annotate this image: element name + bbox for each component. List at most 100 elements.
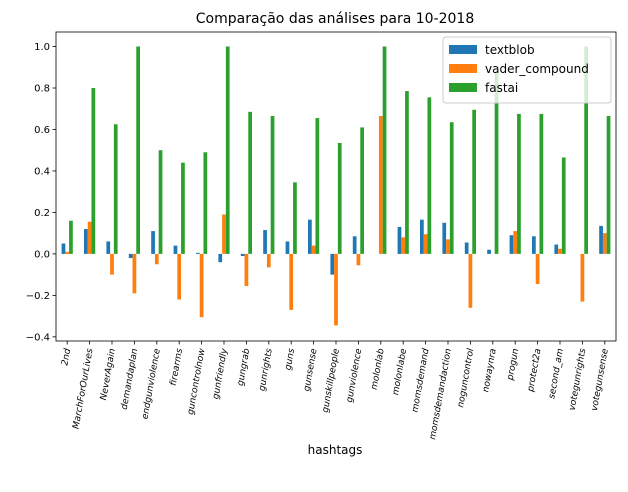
bar-fastai-gunsense <box>315 118 320 254</box>
bar-fastai-nowaynra <box>494 72 499 254</box>
bar-fastai-progun <box>517 113 521 254</box>
legend-box <box>442 36 612 104</box>
x-tick-label-votegunsense: votegunsense <box>590 347 611 411</box>
bar-fastai-2nd <box>69 220 73 254</box>
x-tick-label-second_am: second_am <box>547 348 566 400</box>
bar-fastai-momsdemand <box>427 97 432 254</box>
bar-vader_compound-gungrab <box>244 253 249 287</box>
bar-fastai-molonlab <box>382 46 387 254</box>
y-tick-label: −0.4 <box>26 332 50 343</box>
bar-textblob-noguncontrol <box>464 242 469 254</box>
x-tick-label-2nd: 2nd <box>60 348 73 367</box>
bar-fastai-gunrights <box>270 115 275 254</box>
bar-fastai-gunviolence <box>360 127 364 254</box>
bar-textblob-NeverAgain <box>106 241 111 254</box>
bar-fastai-second_am <box>561 157 566 254</box>
x-tick-label-gunviolence: gunviolence <box>345 347 364 403</box>
bar-textblob-gunsense <box>308 219 312 254</box>
bar-fastai-MarchForOurLives <box>91 87 96 254</box>
bar-vader_compound-endgunviolence <box>154 253 159 265</box>
bar-fastai-guncontrolnow <box>203 152 208 254</box>
bar-fastai-votegunsense <box>606 115 611 254</box>
x-tick-label-gunrights: gunrights <box>257 347 274 391</box>
bar-vader_compound-gunfriendly <box>222 214 226 254</box>
y-axis: −0.4 −0.2 0.0 0.2 0.4 0.6 0.8 1.0 <box>26 42 56 343</box>
bar-vader_compound-gunskillpeople <box>334 253 338 326</box>
bar-vader_compound-guncontrolnow <box>199 253 204 318</box>
bar-fastai-momsdemandaction <box>449 122 454 254</box>
bar-vader_compound-second_am <box>558 248 562 254</box>
bar-fastai-votegunrights <box>584 46 588 254</box>
bar-vader_compound-momsdemandaction <box>446 239 450 254</box>
x-tick-label-progun: progun <box>506 347 522 382</box>
bar-textblob-gunskillpeople <box>330 253 335 275</box>
bar-fastai-noguncontrol <box>472 109 476 254</box>
bar-vader_compound-firearms <box>177 253 182 300</box>
bar-textblob-votegunsense <box>599 225 603 254</box>
x-tick-label-gunsense: gunsense <box>302 347 319 392</box>
x-tick-label-protect2a: protect2a <box>526 348 544 394</box>
bar-vader_compound-momsdemand <box>423 234 428 254</box>
bar-fastai-molonlabe <box>405 91 409 254</box>
bar-vader_compound-molonlabe <box>401 237 406 254</box>
x-tick-label-guncontrolnow: guncontrolnow <box>186 347 208 415</box>
bar-vader_compound-NeverAgain <box>110 253 114 275</box>
bar-vader_compound-noguncontrol <box>468 253 473 308</box>
y-tick-label: 0.0 <box>34 249 50 260</box>
x-tick-label-NeverAgain: NeverAgain <box>99 348 118 402</box>
legend-label-fastai: fastai <box>485 81 518 95</box>
bar-vader_compound-votegunrights <box>580 253 585 302</box>
x-tick-label-firearms: firearms <box>169 347 185 386</box>
bar-vader_compound-2nd <box>65 251 70 254</box>
bar-textblob-momsdemandaction <box>442 222 447 254</box>
bar-vader_compound-molonlab <box>378 115 383 254</box>
x-axis-label: hashtags <box>308 443 363 457</box>
y-tick-label: 0.6 <box>34 125 50 136</box>
x-tick-label-gungrab: gungrab <box>236 348 252 387</box>
x-tick-label-demandaplan: demandaplan <box>120 348 141 411</box>
x-tick-label-momsdemandaction: momsdemandaction <box>428 348 454 441</box>
y-tick-label: 0.4 <box>34 166 50 177</box>
x-tick-label-molonlab: molonlab <box>370 348 387 391</box>
x-tick-label-MarchForOurLives: MarchForOurLives <box>72 347 96 429</box>
bar-textblob-gunviolence <box>352 236 357 254</box>
chart-title: Comparação das análises para 10-2018 <box>196 11 475 27</box>
bar-vader_compound-gunsense <box>311 245 316 254</box>
bar-vader_compound-votegunsense <box>602 233 607 254</box>
bar-textblob-progun <box>509 235 514 254</box>
x-tick-label-endgunviolence: endgunviolence <box>140 347 162 420</box>
bar-vader_compound-protect2a <box>535 253 540 284</box>
bar-fastai-guns <box>293 182 297 254</box>
x-tick-label-molonlabe: molonlabe <box>391 347 409 396</box>
legend-swatch-textblob <box>449 45 477 54</box>
y-tick-label: −0.2 <box>26 291 50 302</box>
x-tick-label-guns: guns <box>284 347 298 371</box>
x-tick-label-noguncontrol: noguncontrol <box>456 347 476 408</box>
y-tick-label: 0.2 <box>34 208 50 219</box>
bar-vader_compound-demandaplan <box>132 253 137 294</box>
bar-fastai-endgunviolence <box>158 150 163 254</box>
legend-swatch-fastai <box>449 83 477 92</box>
bar-fastai-gunfriendly <box>225 46 230 254</box>
legend-swatch-vader_compound <box>449 64 477 73</box>
bar-textblob-protect2a <box>532 236 536 254</box>
bar-vader_compound-gunrights <box>266 253 271 268</box>
legend-label-vader_compound: vader_compound <box>485 62 589 76</box>
y-tick-label: 1.0 <box>34 42 50 53</box>
bar-textblob-nowaynra <box>487 249 491 254</box>
bar-textblob-second_am <box>554 244 559 254</box>
y-tick-label: 0.8 <box>34 83 50 94</box>
legend-label-textblob: textblob <box>485 43 535 57</box>
bar-textblob-molonlabe <box>397 226 402 254</box>
bar-textblob-momsdemand <box>420 219 424 254</box>
bar-textblob-guns <box>285 241 290 254</box>
bar-textblob-MarchForOurLives <box>84 229 88 254</box>
bar-fastai-demandaplan <box>136 46 140 254</box>
bar-vader_compound-guns <box>289 253 294 310</box>
bar-fastai-gungrab <box>248 111 252 254</box>
bar-textblob-gungrab <box>240 253 245 256</box>
bar-textblob-demandaplan <box>128 253 133 259</box>
plot-area <box>55 31 617 342</box>
